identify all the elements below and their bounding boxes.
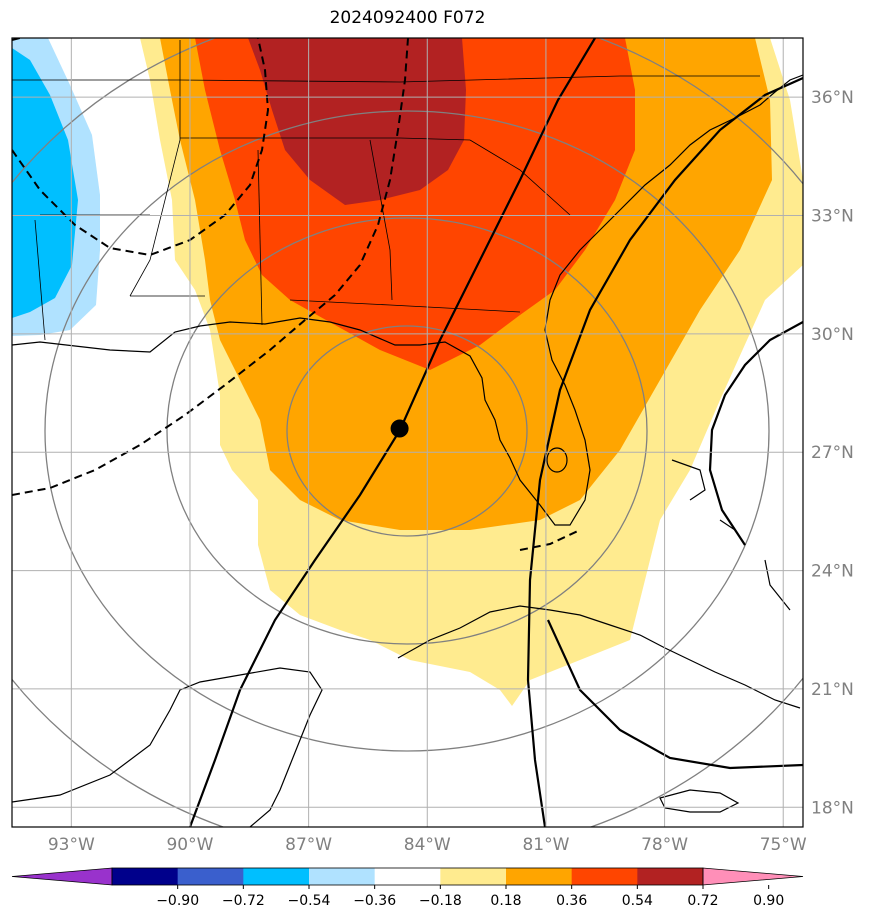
colorbar-swatch <box>112 868 179 885</box>
colorbar-tick-label: −0.72 <box>222 893 265 909</box>
colorbar-swatch <box>374 868 441 885</box>
lat-tick-label: 30°N <box>811 325 854 345</box>
lon-tick-label: 90°W <box>166 835 213 855</box>
shading-0-72 <box>248 38 466 205</box>
lon-tick-label: 93°W <box>48 835 95 855</box>
lon-tick-label: 78°W <box>641 835 688 855</box>
lon-tick-label: 75°W <box>760 835 807 855</box>
lon-tick-label: 84°W <box>404 835 451 855</box>
negative-shading-strong <box>12 48 78 318</box>
plot-frame <box>11 37 804 828</box>
colorbar-swatch <box>637 868 704 885</box>
lat-tick-label: 27°N <box>811 443 854 463</box>
lat-tick-label: 33°N <box>811 207 854 227</box>
colorbar-extend-min <box>11 867 113 886</box>
colorbar-tick-label: 0.18 <box>490 893 521 909</box>
solid-contours <box>188 38 803 827</box>
plot-area <box>12 38 803 827</box>
lon-tick-label: 87°W <box>285 835 332 855</box>
colorbar-tick-label: 0.54 <box>622 893 653 909</box>
state-borders <box>12 40 760 341</box>
colorbar-tick-label: −0.90 <box>156 893 199 909</box>
colorbar-extend-max <box>702 867 804 886</box>
colorbar-swatch <box>571 868 638 885</box>
colorbar-swatch <box>506 868 573 885</box>
map-title: 2024092400 F072 <box>329 8 486 28</box>
lat-tick-label: 21°N <box>811 680 854 700</box>
colorbar-tick-label: −0.54 <box>288 893 331 909</box>
lat-tick-label: 36°N <box>811 88 854 108</box>
colorbar-swatch <box>243 868 310 885</box>
colorbar-frame <box>111 867 704 886</box>
latitude-labels: 36°N 33°N 30°N 27°N 24°N 21°N 18°N <box>811 88 854 818</box>
grid-lines <box>12 38 803 827</box>
colorbar-tick-label: 0.36 <box>556 893 587 909</box>
range-rings <box>12 38 803 827</box>
colorbar-tick-label: −0.36 <box>353 893 396 909</box>
colorbar-swatch <box>440 868 507 885</box>
colorbar: −0.90 −0.72 −0.54 −0.36 −0.18 0.18 0.36 0.54 0.7… <box>11 867 804 909</box>
lon-tick-label: 81°W <box>522 835 569 855</box>
colorbar-tick-label: 0.90 <box>753 893 784 909</box>
lat-tick-label: 18°N <box>811 798 854 818</box>
colorbar-swatch <box>177 868 244 885</box>
colorbar-tick-label: −0.18 <box>419 893 462 909</box>
colorbar-tick-label: 0.72 <box>687 893 718 909</box>
storm-center-marker <box>390 419 409 438</box>
lat-tick-label: 24°N <box>811 562 854 582</box>
longitude-labels: 93°W 90°W 87°W 84°W 81°W 78°W 75°W <box>48 835 807 855</box>
colorbar-swatch <box>309 868 376 885</box>
